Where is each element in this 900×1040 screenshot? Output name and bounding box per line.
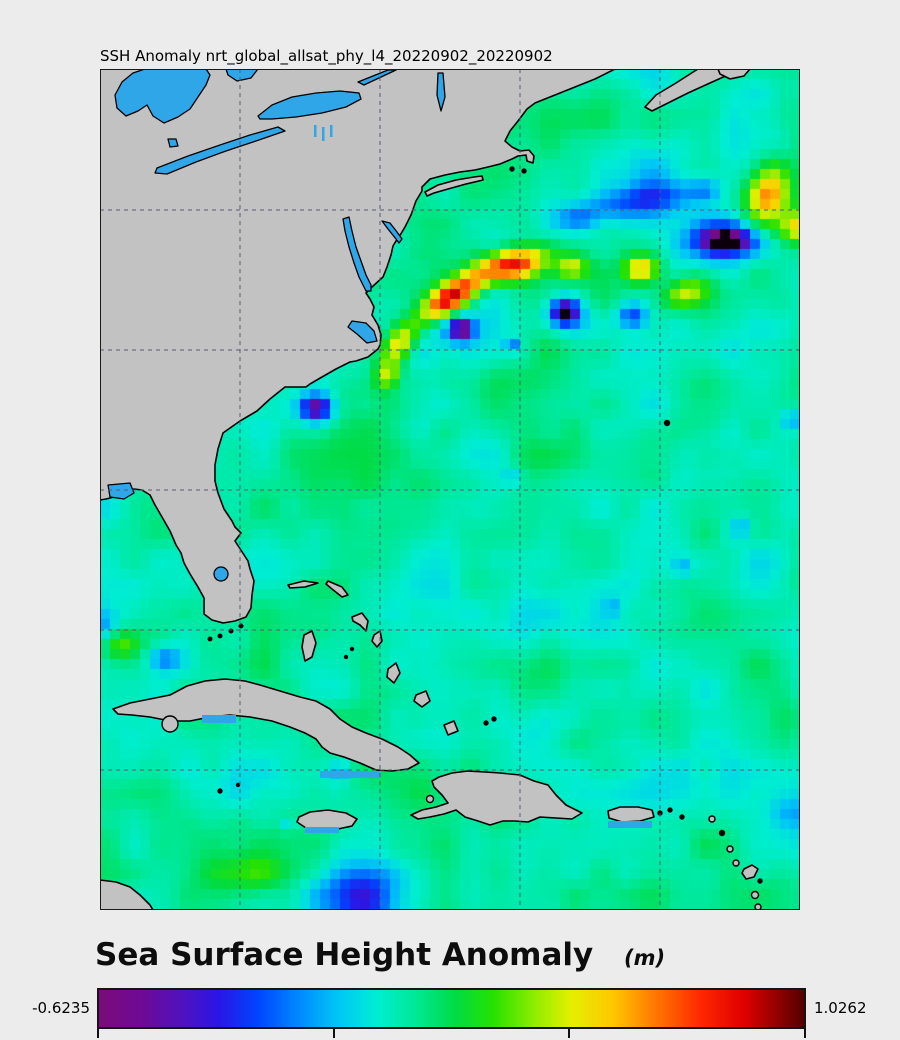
water-cuba-south-shelf-west (202, 715, 236, 723)
island-marthas-vineyard (509, 166, 515, 172)
lake-lake-ontario (257, 90, 362, 120)
lake-lake-huron (114, 69, 211, 124)
land-abaco (325, 580, 349, 598)
geo-overlay (100, 69, 800, 910)
lake-chesapeake-bay (342, 216, 372, 292)
lake-mobile-bay (107, 482, 135, 500)
lake-delaware-bay (381, 220, 403, 244)
colorbar-title: Sea Surface Height Anomaly (95, 937, 594, 973)
island-antilles-1 (708, 815, 716, 823)
island-turks-1 (483, 720, 489, 726)
island-key-4 (238, 623, 244, 629)
island-antilles-4 (732, 859, 740, 867)
plot-title: SSH Anomaly nrt_global_allsat_phy_l4_202… (100, 47, 553, 65)
lake-georgian-bay (225, 69, 259, 82)
island-exuma-1 (349, 646, 355, 652)
colorbar-max-label: 1.0262 (814, 999, 867, 1017)
land-cape-breton (717, 69, 751, 80)
island-isla-juventud (161, 715, 179, 733)
island-cayman-2 (235, 782, 241, 788)
island-exuma-2 (343, 654, 349, 660)
colorbar (97, 988, 806, 1029)
land-jamaica (296, 809, 358, 832)
colorbar-tick (332, 1029, 335, 1038)
land-inagua (443, 720, 459, 736)
water-finger-lake-3 (330, 125, 333, 137)
land-acklins (413, 690, 431, 708)
lake-lake-champlain (436, 72, 446, 112)
lake-pamlico-sound (347, 320, 378, 344)
island-virgin-2 (667, 807, 673, 813)
water-jamaica-south-shelf (305, 827, 339, 833)
land-long-island (424, 175, 484, 197)
map-panel (100, 69, 800, 910)
island-gonave (425, 794, 435, 804)
island-nantucket (521, 168, 527, 174)
island-bermuda (663, 419, 671, 427)
land-honduras (100, 879, 154, 910)
colorbar-min-label: -0.6235 (32, 999, 90, 1017)
island-virgin-3 (679, 814, 685, 820)
colorbar-tick (568, 1029, 571, 1038)
island-key-1 (207, 636, 213, 642)
land-guadeloupe (741, 864, 759, 880)
island-cayman-1 (217, 788, 223, 794)
land-eleuthera (351, 612, 369, 632)
island-antilles-6 (750, 890, 760, 900)
colorbar-tick (97, 1029, 99, 1038)
water-cuba-south-shelf-east (320, 771, 380, 778)
water-finger-lake-1 (314, 125, 317, 137)
land-hispaniola (410, 770, 583, 826)
colorbar-gradient (99, 990, 804, 1027)
island-antilles-7 (754, 903, 762, 910)
land-long-island-bahamas (386, 662, 401, 684)
lake-lake-okeechobee (213, 566, 229, 582)
island-turks-2 (491, 716, 497, 722)
island-antilles-5 (757, 878, 763, 884)
colorbar-units: (m) (624, 946, 666, 970)
island-antilles-2 (718, 829, 726, 837)
lake-lake-erie (154, 126, 286, 175)
land-north-america (100, 69, 616, 624)
water-finger-lake-2 (322, 127, 325, 141)
land-grand-bahama (287, 580, 319, 589)
colorbar-tick (804, 1029, 806, 1038)
land-cat-island (371, 630, 383, 648)
island-antilles-3 (726, 845, 734, 853)
land-cuba (112, 678, 420, 772)
land-andros (301, 630, 317, 662)
lake-lake-st-clair (167, 138, 179, 148)
lake-st-lawrence (357, 69, 397, 86)
island-key-2 (217, 633, 223, 639)
land-puerto-rico (607, 806, 655, 823)
water-puerto-rico-south-shelf (608, 821, 652, 828)
